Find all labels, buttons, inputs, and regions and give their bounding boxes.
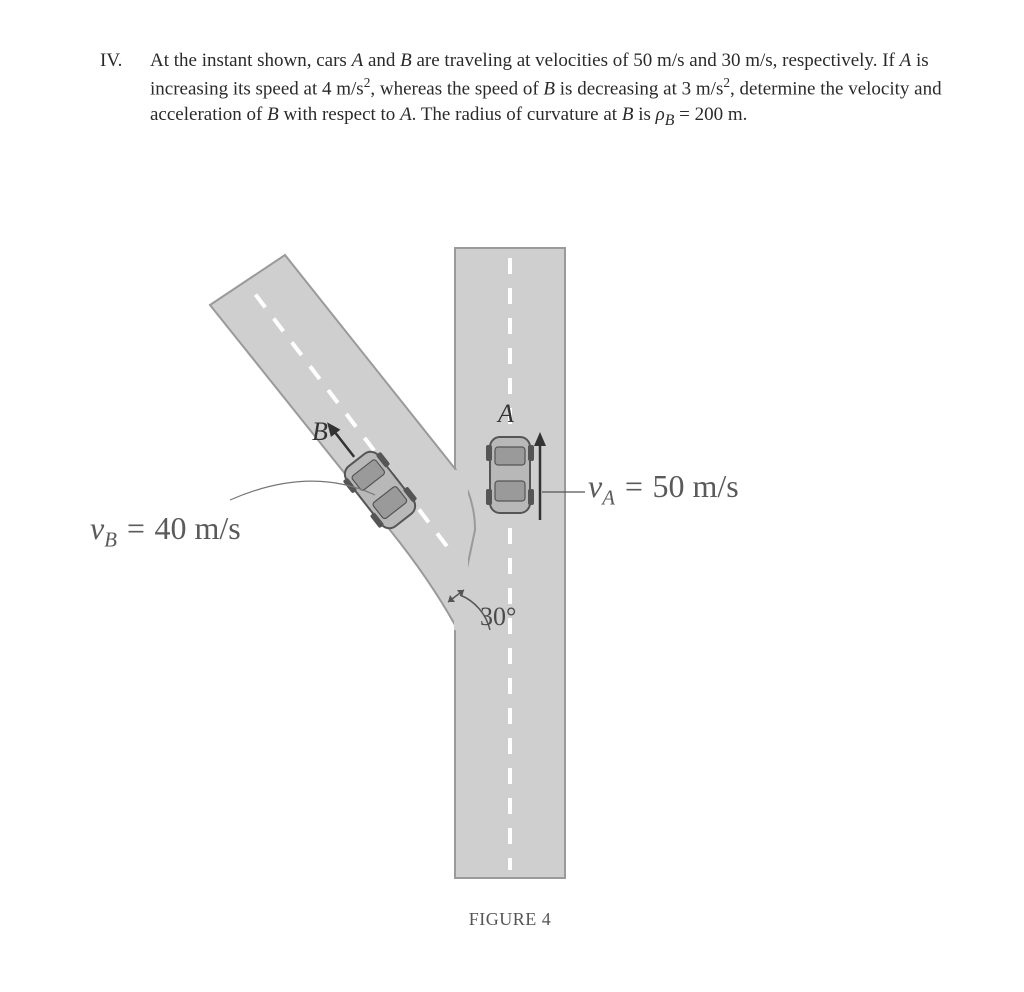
vb-label: vB = 40 m/s xyxy=(90,510,241,552)
va-sub: A xyxy=(602,486,615,509)
page: IV. At the instant shown, cars A and B a… xyxy=(0,0,1024,992)
car-a-label: A xyxy=(496,399,514,428)
figure-area: 30° A xyxy=(80,230,940,930)
figure-svg: 30° A xyxy=(80,230,940,890)
problem-number: IV. xyxy=(100,48,150,131)
va-label: vA = 50 m/s xyxy=(588,468,888,510)
car-b-label: B xyxy=(312,417,328,446)
va-symbol: v xyxy=(588,468,602,504)
va-value: 50 m/s xyxy=(653,468,739,504)
va-eq: = xyxy=(623,468,653,504)
car-a xyxy=(486,437,534,513)
angle-label: 30° xyxy=(480,602,516,631)
vb-eq: = xyxy=(125,510,155,546)
figure-caption: FIGURE 4 xyxy=(80,909,940,930)
vb-value: 40 m/s xyxy=(155,510,241,546)
road-main xyxy=(455,248,565,878)
problem-text: At the instant shown, cars A and B are t… xyxy=(150,48,960,131)
vb-sub: B xyxy=(104,528,117,551)
vb-symbol: v xyxy=(90,510,104,546)
problem-block: IV. At the instant shown, cars A and B a… xyxy=(100,48,960,131)
